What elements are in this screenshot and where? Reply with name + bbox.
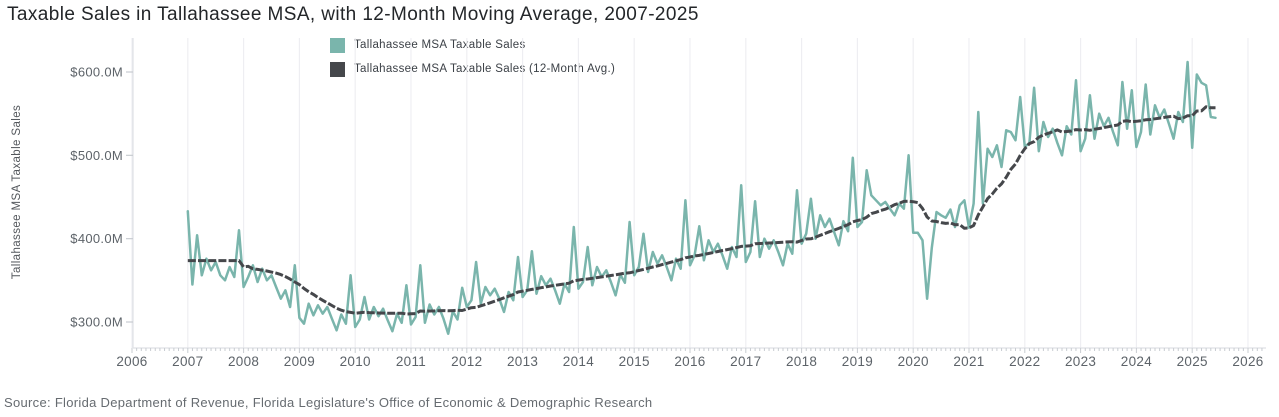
legend-swatch-monthly-sales <box>330 37 345 53</box>
svg-text:$400.0M: $400.0M <box>70 231 123 246</box>
svg-text:2008: 2008 <box>228 354 259 369</box>
monthly-sales-line <box>186 60 1217 335</box>
legend-label-moving-average: Tallahassee MSA Taxable Sales (12-Month … <box>354 63 616 75</box>
svg-text:$300.0M: $300.0M <box>70 314 123 329</box>
svg-text:2022: 2022 <box>1009 354 1040 369</box>
x-tick-labels: 2006 2007 2008 2009 2010 2011 2012 2013 2014 2015… <box>116 354 1263 369</box>
x-gridlines <box>131 38 1249 348</box>
svg-text:2006: 2006 <box>116 354 147 369</box>
svg-text:2017: 2017 <box>730 354 761 369</box>
legend-item-monthly-sales: Tallahassee MSA Taxable Sales <box>330 37 615 53</box>
svg-text:2019: 2019 <box>842 354 873 369</box>
legend-item-moving-average: Tallahassee MSA Taxable Sales (12-Month … <box>330 61 615 77</box>
axis-lines <box>132 38 1266 349</box>
legend-label-monthly-sales: Tallahassee MSA Taxable Sales <box>354 39 526 51</box>
legend: Tallahassee MSA Taxable Sales Tallahasse… <box>330 37 615 85</box>
svg-text:2025: 2025 <box>1177 354 1208 369</box>
svg-text:2024: 2024 <box>1121 354 1152 369</box>
legend-swatch-moving-average <box>330 61 345 77</box>
svg-text:2026: 2026 <box>1232 354 1263 369</box>
svg-text:2013: 2013 <box>507 354 538 369</box>
svg-text:2011: 2011 <box>396 354 426 369</box>
moving-average-line <box>187 105 1216 316</box>
svg-text:2016: 2016 <box>674 354 705 369</box>
svg-text:2010: 2010 <box>340 354 371 369</box>
svg-text:2018: 2018 <box>786 354 817 369</box>
svg-text:2015: 2015 <box>619 354 650 369</box>
svg-text:$600.0M: $600.0M <box>70 65 123 80</box>
svg-text:2012: 2012 <box>451 354 482 369</box>
svg-text:2007: 2007 <box>172 354 203 369</box>
x-axis-ticks <box>131 348 1263 353</box>
svg-text:2020: 2020 <box>898 354 929 369</box>
svg-text:2009: 2009 <box>284 354 315 369</box>
svg-text:2021: 2021 <box>953 354 984 369</box>
svg-text:$500.0M: $500.0M <box>70 148 123 163</box>
chart-title: Taxable Sales in Tallahassee MSA, with 1… <box>7 4 699 25</box>
source-note: Source: Florida Department of Revenue, F… <box>4 395 653 410</box>
svg-text:2014: 2014 <box>563 354 594 369</box>
y-axis-ticks-and-labels: $600.0M $500.0M $400.0M $300.0M <box>70 65 133 329</box>
svg-text:2023: 2023 <box>1065 354 1096 369</box>
